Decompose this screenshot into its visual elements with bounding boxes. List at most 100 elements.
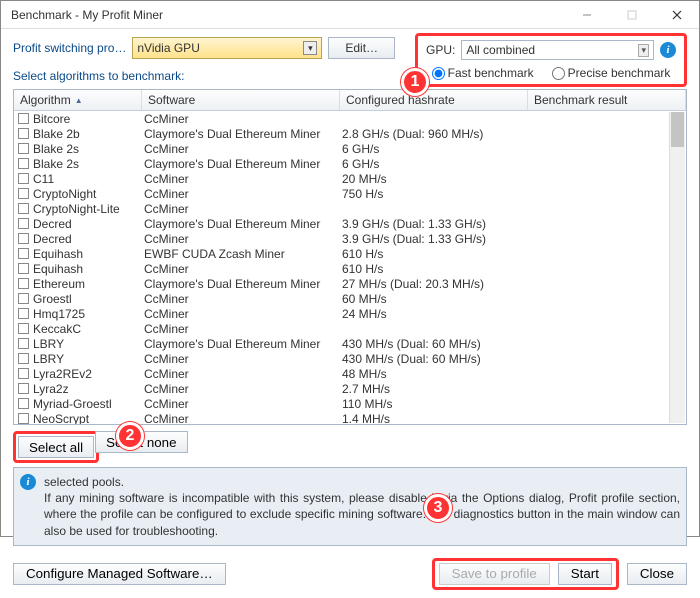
software-name: EWBF CUDA Zcash Miner	[142, 247, 340, 261]
col-algorithm[interactable]: Algorithm▲	[14, 90, 142, 110]
window-controls	[564, 1, 699, 29]
hashrate-value: 60 MH/s	[340, 292, 528, 306]
row-checkbox[interactable]	[18, 128, 29, 139]
gpu-value: All combined	[466, 43, 535, 57]
row-checkbox[interactable]	[18, 278, 29, 289]
algorithm-name: Myriad-Groestl	[33, 397, 112, 411]
info-box: i selected pools. If any mining software…	[13, 467, 687, 546]
table-row[interactable]: Lyra2zCcMiner2.7 MH/s	[14, 381, 686, 396]
precise-benchmark-radio[interactable]: Precise benchmark	[552, 66, 671, 80]
select-all-button[interactable]: Select all	[18, 436, 94, 458]
col-software[interactable]: Software	[142, 90, 340, 110]
algorithm-name: Decred	[33, 232, 72, 246]
minimize-button[interactable]	[564, 1, 609, 29]
close-button[interactable]: Close	[627, 563, 687, 585]
table-row[interactable]: Myriad-GroestlCcMiner110 MH/s	[14, 396, 686, 411]
info-text: selected pools. If any mining software i…	[44, 474, 680, 539]
row-checkbox[interactable]	[18, 233, 29, 244]
software-name: CcMiner	[142, 142, 340, 156]
algorithm-name: Equihash	[33, 262, 83, 276]
hashrate-value: 48 MH/s	[340, 367, 528, 381]
edit-button[interactable]: Edit…	[328, 37, 395, 59]
software-name: CcMiner	[142, 187, 340, 201]
software-name: Claymore's Dual Ethereum Miner	[142, 157, 340, 171]
close-window-button[interactable]	[654, 1, 699, 29]
selection-bar: Select all Select none	[1, 425, 699, 467]
row-checkbox[interactable]	[18, 323, 29, 334]
table-row[interactable]: CryptoNight CcMiner750 H/s	[14, 186, 686, 201]
chevron-down-icon: ▾	[303, 41, 317, 55]
table-row[interactable]: LBRYClaymore's Dual Ethereum Miner430 MH…	[14, 336, 686, 351]
table-row[interactable]: DecredCcMiner3.9 GH/s (Dual: 1.33 GH/s)	[14, 231, 686, 246]
row-checkbox[interactable]	[18, 383, 29, 394]
col-result[interactable]: Benchmark result	[528, 90, 686, 110]
row-checkbox[interactable]	[18, 158, 29, 169]
row-checkbox[interactable]	[18, 413, 29, 424]
start-button[interactable]: Start	[558, 563, 612, 585]
hashrate-value: 750 H/s	[340, 187, 528, 201]
scrollbar-thumb[interactable]	[671, 112, 684, 147]
configure-software-button[interactable]: Configure Managed Software…	[13, 563, 226, 585]
table-row[interactable]: Lyra2REv2CcMiner48 MH/s	[14, 366, 686, 381]
hashrate-value: 2.7 MH/s	[340, 382, 528, 396]
row-checkbox[interactable]	[18, 368, 29, 379]
algorithm-name: Lyra2z	[33, 382, 69, 396]
algorithm-name: CryptoNight-Lite	[33, 202, 120, 216]
algorithm-name: Blake 2s	[33, 142, 79, 156]
table-row[interactable]: EthereumClaymore's Dual Ethereum Miner27…	[14, 276, 686, 291]
profit-profile-dropdown[interactable]: nVidia GPU ▾	[132, 37, 322, 59]
software-name: CcMiner	[142, 307, 340, 321]
table-row[interactable]: EquihashEWBF CUDA Zcash Miner610 H/s	[14, 246, 686, 261]
table-row[interactable]: Blake 2s Claymore's Dual Ethereum Miner6 …	[14, 156, 686, 171]
algorithm-name: Lyra2REv2	[33, 367, 92, 381]
row-checkbox[interactable]	[18, 308, 29, 319]
save-to-profile-button[interactable]: Save to profile	[439, 563, 550, 585]
row-checkbox[interactable]	[18, 293, 29, 304]
hashrate-value: 24 MH/s	[340, 307, 528, 321]
vertical-scrollbar[interactable]	[669, 112, 685, 423]
table-row[interactable]: Blake 2bClaymore's Dual Ethereum Miner2.…	[14, 126, 686, 141]
table-row[interactable]: CryptoNight-LiteCcMiner	[14, 201, 686, 216]
hashrate-value: 1.4 MH/s	[340, 412, 528, 425]
annotation-3: 3	[424, 494, 452, 522]
info-icon: i	[20, 474, 36, 490]
row-checkbox[interactable]	[18, 173, 29, 184]
table-row[interactable]: GroestlCcMiner60 MH/s	[14, 291, 686, 306]
titlebar: Benchmark - My Profit Miner	[1, 1, 699, 29]
hashrate-value: 6 GH/s	[340, 142, 528, 156]
table-row[interactable]: EquihashCcMiner610 H/s	[14, 261, 686, 276]
row-checkbox[interactable]	[18, 113, 29, 124]
row-checkbox[interactable]	[18, 218, 29, 229]
fast-benchmark-radio[interactable]: Fast benchmark	[432, 66, 534, 80]
row-checkbox[interactable]	[18, 188, 29, 199]
row-checkbox[interactable]	[18, 143, 29, 154]
hashrate-value: 3.9 GH/s (Dual: 1.33 GH/s)	[340, 217, 528, 231]
row-checkbox[interactable]	[18, 248, 29, 259]
row-checkbox[interactable]	[18, 398, 29, 409]
table-row[interactable]: LBRYCcMiner430 MH/s (Dual: 60 MH/s)	[14, 351, 686, 366]
hashrate-value: 6 GH/s	[340, 157, 528, 171]
algorithm-name: Blake 2s	[33, 157, 79, 171]
table-row[interactable]: Hmq1725CcMiner24 MH/s	[14, 306, 686, 321]
info-icon[interactable]: i	[660, 42, 676, 58]
maximize-button[interactable]	[609, 1, 654, 29]
algorithm-name: LBRY	[33, 352, 64, 366]
algorithm-name: CryptoNight	[33, 187, 96, 201]
software-name: Claymore's Dual Ethereum Miner	[142, 337, 340, 351]
table-row[interactable]: Blake 2s CcMiner6 GH/s	[14, 141, 686, 156]
algorithm-name: Equihash	[33, 247, 83, 261]
row-checkbox[interactable]	[18, 353, 29, 364]
table-row[interactable]: KeccakCCcMiner	[14, 321, 686, 336]
row-checkbox[interactable]	[18, 338, 29, 349]
table-row[interactable]: NeoScryptCcMiner1.4 MH/s	[14, 411, 686, 424]
table-row[interactable]: BitcoreCcMiner	[14, 111, 686, 126]
gpu-dropdown[interactable]: All combined ▾	[461, 40, 654, 60]
table-row[interactable]: C11CcMiner20 MH/s	[14, 171, 686, 186]
row-checkbox[interactable]	[18, 263, 29, 274]
software-name: Claymore's Dual Ethereum Miner	[142, 127, 340, 141]
col-hashrate[interactable]: Configured hashrate	[340, 90, 528, 110]
table-row[interactable]: DecredClaymore's Dual Ethereum Miner3.9 …	[14, 216, 686, 231]
software-name: Claymore's Dual Ethereum Miner	[142, 217, 340, 231]
hashrate-value: 610 H/s	[340, 262, 528, 276]
row-checkbox[interactable]	[18, 203, 29, 214]
